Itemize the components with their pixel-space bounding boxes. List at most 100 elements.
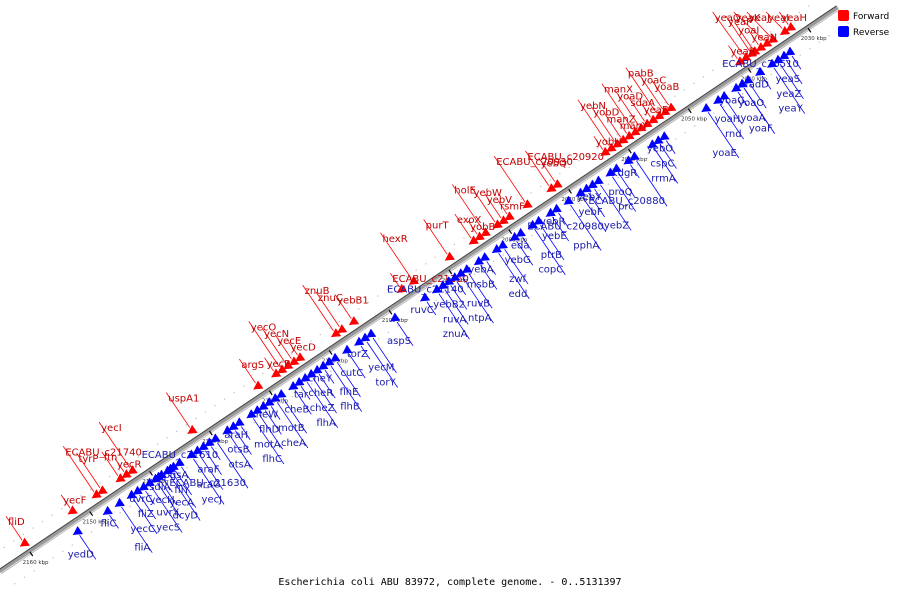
gene-label[interactable]: ECABU_c21160 bbox=[392, 274, 469, 285]
gene-label[interactable]: fliZ bbox=[138, 509, 154, 520]
gene-label[interactable]: yebQ bbox=[541, 159, 567, 170]
gene-label[interactable]: yoaH bbox=[715, 114, 741, 125]
gene-label[interactable]: yoaO bbox=[738, 98, 764, 109]
gene-label[interactable]: pgsA bbox=[164, 470, 189, 481]
gene-label[interactable]: yebE bbox=[542, 231, 567, 242]
gene-label[interactable]: yecJ bbox=[202, 494, 223, 505]
gene-arrow[interactable] bbox=[473, 256, 485, 266]
gene-arrow[interactable] bbox=[575, 187, 586, 197]
gene-arrow[interactable] bbox=[252, 380, 264, 390]
gene-label[interactable]: yebV bbox=[487, 195, 512, 206]
gene-label[interactable]: yeaY bbox=[778, 104, 803, 115]
gene-arrow[interactable] bbox=[365, 328, 377, 338]
gene-label[interactable]: motA bbox=[254, 439, 281, 450]
gene-label[interactable]: sdaA bbox=[630, 98, 655, 109]
gene-arrow[interactable] bbox=[330, 328, 342, 338]
gene-label[interactable]: flhB bbox=[340, 402, 360, 413]
gene-label[interactable]: yecP bbox=[267, 359, 291, 370]
gene-arrow[interactable] bbox=[546, 183, 557, 193]
gene-label[interactable]: torZ bbox=[347, 349, 368, 360]
gene-label[interactable]: argS bbox=[241, 360, 264, 371]
gene-label[interactable]: yecF bbox=[63, 496, 87, 507]
gene-label[interactable]: yebR bbox=[540, 216, 565, 227]
gene-label[interactable]: manX bbox=[604, 85, 633, 96]
gene-label[interactable]: proQ bbox=[608, 187, 632, 198]
gene-label[interactable]: yebA bbox=[468, 265, 493, 276]
gene-arrow[interactable] bbox=[734, 56, 746, 66]
gene-label[interactable]: znuB bbox=[305, 286, 330, 297]
gene-label[interactable]: yoaA bbox=[740, 113, 765, 124]
gene-label[interactable]: ntpA bbox=[468, 313, 492, 324]
gene-arrow[interactable] bbox=[784, 46, 796, 56]
gene-label[interactable]: fliC bbox=[100, 518, 116, 529]
gene-arrow[interactable] bbox=[115, 473, 126, 483]
gene-label[interactable]: yeaP bbox=[728, 17, 752, 28]
gene-label[interactable]: yebF bbox=[578, 207, 602, 218]
gene-label[interactable]: yoaE bbox=[712, 148, 736, 159]
gene-label[interactable]: ruvA bbox=[443, 314, 466, 325]
gene-label[interactable]: yeaQ bbox=[715, 13, 741, 24]
gene-arrow[interactable] bbox=[114, 497, 125, 508]
gene-label[interactable]: prc bbox=[618, 202, 634, 213]
gene-label[interactable]: yoaC bbox=[641, 75, 666, 86]
gene-arrow[interactable] bbox=[730, 82, 742, 93]
gene-label[interactable]: cspC bbox=[650, 159, 674, 170]
gene-arrow[interactable] bbox=[72, 525, 84, 536]
gene-label[interactable]: yobH bbox=[596, 137, 622, 148]
gene-arrow[interactable] bbox=[408, 275, 420, 285]
gene-arrow[interactable] bbox=[492, 219, 503, 229]
gene-label[interactable]: yeaS bbox=[776, 74, 801, 85]
gene-label[interactable]: yobB bbox=[470, 222, 495, 233]
gene-arrow[interactable] bbox=[389, 312, 401, 322]
gene-arrow[interactable] bbox=[234, 417, 245, 427]
gene-arrow[interactable] bbox=[527, 219, 538, 230]
gene-arrow[interactable] bbox=[348, 315, 360, 326]
gene-label[interactable]: yecC bbox=[130, 524, 155, 535]
gene-label[interactable]: exoX bbox=[457, 215, 482, 226]
gene-label[interactable]: yecI bbox=[101, 423, 122, 434]
gene-arrow[interactable] bbox=[341, 344, 353, 354]
gene-label[interactable]: fliD bbox=[8, 517, 25, 528]
gene-label[interactable]: dcyD bbox=[173, 510, 199, 521]
gene-label[interactable]: yecR bbox=[117, 459, 142, 470]
gene-arrow[interactable] bbox=[647, 139, 658, 149]
gene-arrow[interactable] bbox=[431, 284, 443, 294]
gene-label[interactable]: fliY bbox=[174, 485, 190, 496]
gene-label[interactable]: yeaR bbox=[730, 47, 755, 58]
gene-arrow[interactable] bbox=[19, 537, 30, 547]
gene-label[interactable]: purT bbox=[426, 220, 450, 231]
gene-label[interactable]: yebN bbox=[580, 101, 606, 112]
gene-arrow[interactable] bbox=[67, 505, 78, 515]
gene-label[interactable]: znuA bbox=[443, 329, 468, 340]
gene-label[interactable]: yoaD bbox=[617, 91, 643, 102]
gene-arrow[interactable] bbox=[713, 94, 724, 105]
gene-label[interactable]: kdgR bbox=[612, 168, 637, 179]
gene-label[interactable]: ECABU_c20920 bbox=[527, 152, 604, 163]
gene-label[interactable]: yebZ bbox=[604, 220, 629, 231]
gene-label[interactable]: ECABU_c20930 bbox=[496, 157, 573, 168]
gene-label[interactable]: yecM bbox=[368, 363, 394, 374]
gene-label[interactable]: rsmF bbox=[500, 202, 525, 213]
gene-label[interactable]: copC bbox=[538, 265, 563, 276]
gene-label[interactable]: yebB1 bbox=[337, 296, 369, 307]
gene-label[interactable]: pabB bbox=[628, 69, 654, 80]
gene-arrow[interactable] bbox=[659, 131, 670, 141]
gene-label[interactable]: cheW bbox=[250, 410, 278, 421]
gene-label[interactable]: yoaI bbox=[738, 26, 759, 37]
gene-label[interactable]: edd bbox=[508, 289, 527, 300]
gene-label[interactable]: sdiA bbox=[149, 482, 170, 493]
gene-label[interactable]: yecS bbox=[156, 523, 180, 534]
gene-label[interactable]: znuC bbox=[318, 293, 343, 304]
gene-label[interactable]: fliA bbox=[134, 543, 150, 554]
gene-label[interactable]: araH bbox=[224, 430, 248, 441]
gene-label[interactable]: ECABU_c20880 bbox=[588, 196, 665, 207]
gene-label[interactable]: motB bbox=[278, 423, 305, 434]
gene-label[interactable]: pphA bbox=[573, 241, 599, 252]
gene-arrow[interactable] bbox=[701, 102, 712, 113]
gene-label[interactable]: ECABU_c21630 bbox=[169, 478, 246, 489]
gene-arrow[interactable] bbox=[551, 203, 562, 213]
gene-label[interactable]: araG bbox=[197, 480, 221, 491]
gene-arrow[interactable] bbox=[396, 283, 408, 294]
gene-arrow[interactable] bbox=[491, 243, 503, 254]
gene-arrow[interactable] bbox=[187, 424, 198, 435]
